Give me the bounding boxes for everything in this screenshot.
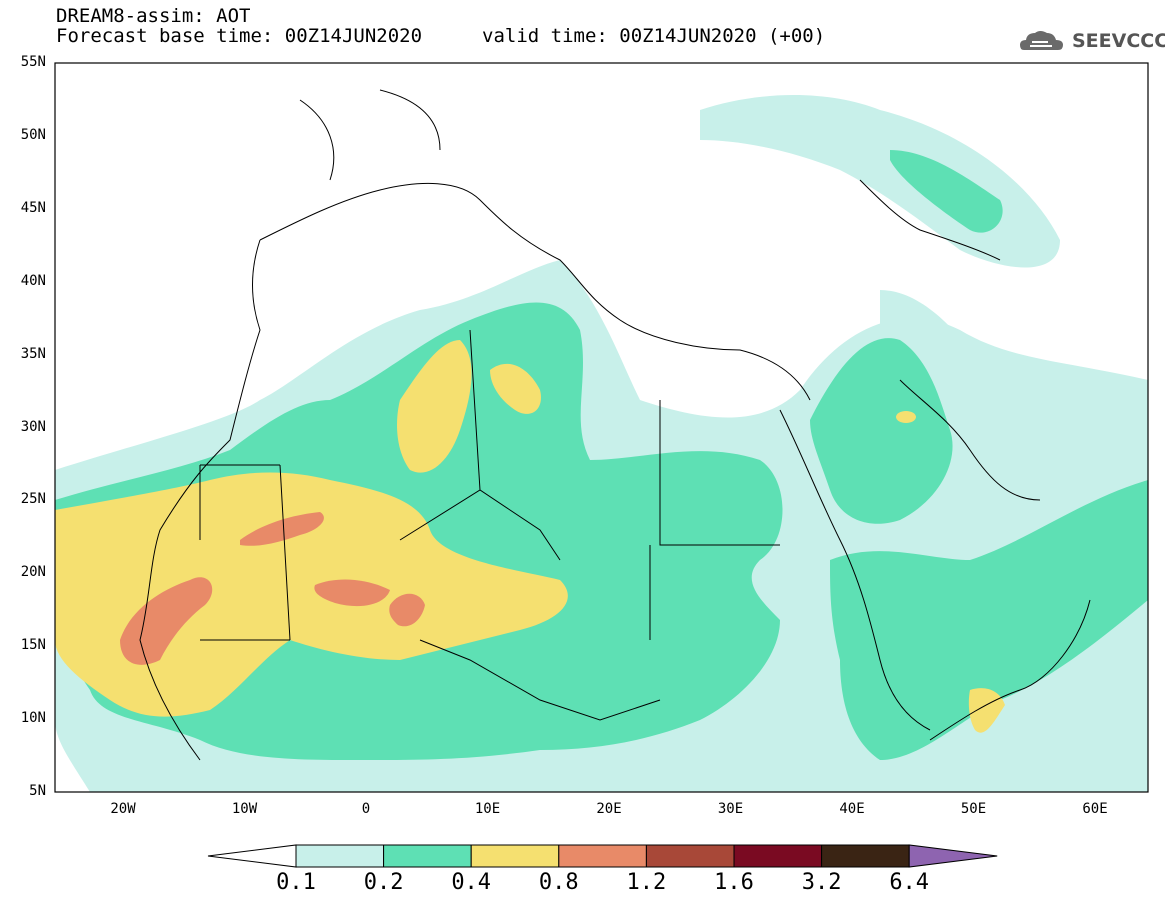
- colorbar-level-label: 0.4: [451, 870, 492, 895]
- colorbar-segment: [645, 844, 735, 868]
- colorbar-segment: [470, 844, 560, 868]
- lon-tick-label: 0: [361, 801, 371, 817]
- colorbar-segment: [733, 844, 823, 868]
- colorbar-segment: [295, 844, 385, 868]
- lon-tick-label: 10W: [231, 801, 258, 817]
- lon-tick-label: 20W: [110, 801, 136, 817]
- lon-tick-label: 30E: [717, 801, 744, 817]
- map-title: DREAM8-assim: AOT: [56, 5, 251, 27]
- colorbar-segment: [821, 844, 910, 868]
- lat-tick-label: 5N: [29, 783, 46, 799]
- valid-time: valid time: 00Z14JUN2020 (+00): [482, 25, 826, 47]
- cloud-icon: [1020, 31, 1063, 50]
- colorbar-segment: [383, 844, 472, 868]
- lat-tick-label: 25N: [20, 491, 46, 508]
- lon-tick-label: 40E: [839, 801, 865, 817]
- lat-tick-label: 35N: [20, 345, 46, 362]
- coastlines: [139, 89, 1091, 761]
- lat-tick-label: 15N: [20, 637, 46, 654]
- lat-tick-label: 30N: [20, 418, 46, 435]
- colorbar-level-label: 6.4: [889, 870, 930, 895]
- lon-tick-label: 10E: [474, 801, 501, 817]
- lat-tick-label: 50N: [20, 126, 46, 143]
- lat-tick-label: 55N: [20, 54, 46, 70]
- colorbar-level-label: 3.2: [801, 870, 842, 895]
- lon-tick-label: 20E: [596, 801, 622, 817]
- plot-frame: [54, 62, 1149, 793]
- lat-tick-label: 20N: [20, 564, 46, 581]
- logo-text: SEEVCCC: [1072, 30, 1165, 52]
- colorbar-level-label: 0.8: [538, 870, 579, 895]
- colorbar-max-arrow: [908, 844, 998, 868]
- aot-contour-0.4: [55, 340, 1005, 733]
- lat-tick-label: 45N: [20, 199, 46, 216]
- colorbar-min-arrow: [207, 844, 297, 868]
- colorbar-level-label: 0.1: [276, 870, 316, 895]
- colorbar-segment: [558, 844, 647, 868]
- forecast-base-time: Forecast base time: 00Z14JUN2020: [56, 25, 423, 47]
- lat-tick-label: 10N: [20, 710, 46, 727]
- colorbar-level-label: 1.2: [626, 870, 667, 895]
- colorbar-level-label: 1.6: [714, 870, 754, 895]
- lon-tick-label: 50E: [960, 801, 987, 817]
- lat-tick-label: 40N: [20, 272, 46, 289]
- lon-tick-label: 60E: [1082, 801, 1108, 817]
- aot-contour-0.8: [120, 512, 425, 665]
- colorbar-level-label: 0.2: [363, 870, 404, 895]
